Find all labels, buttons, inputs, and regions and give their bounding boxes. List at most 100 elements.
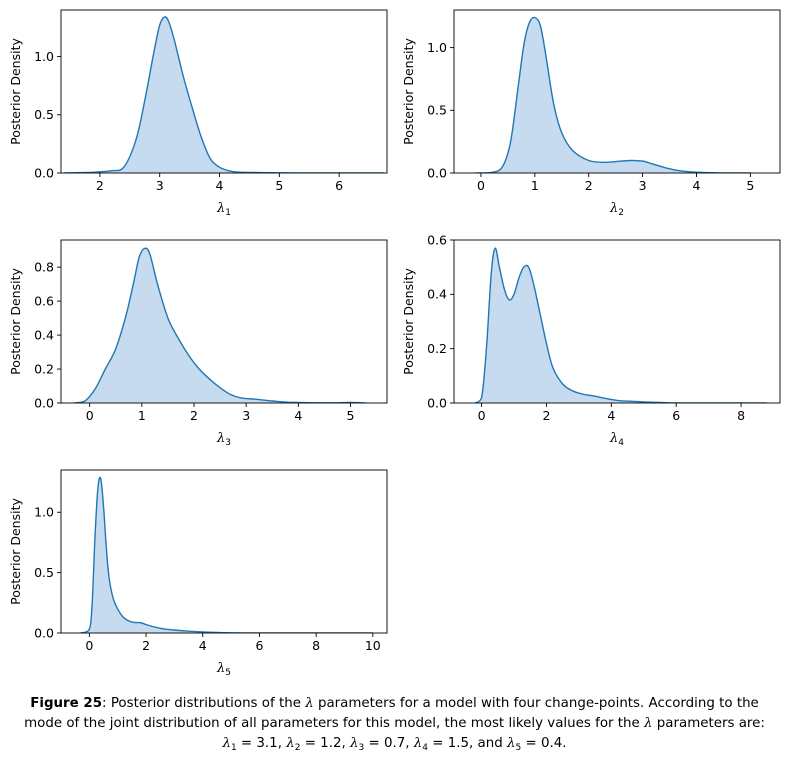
y-tick-label: 0.2 — [34, 361, 54, 376]
y-tick-label: 1.0 — [34, 505, 54, 520]
caption-label: Figure 25 — [30, 696, 103, 711]
density-area — [74, 248, 367, 403]
x-tick-label: 5 — [347, 408, 355, 423]
y-tick-label: 0.4 — [427, 287, 447, 302]
density-area — [80, 477, 373, 633]
density-area — [475, 17, 751, 173]
x-tick-label: 0 — [86, 408, 94, 423]
y-axis-label: Posterior Density — [401, 268, 416, 375]
x-tick-label: 5 — [746, 178, 754, 193]
y-tick-label: 1.0 — [34, 49, 54, 64]
caption-lambda-2: λ — [644, 716, 653, 731]
x-tick-label: 2 — [542, 408, 550, 423]
caption-lambda-v2: λ — [286, 736, 295, 751]
x-tick-label: 6 — [672, 408, 680, 423]
caption-val-1: = 3.1, — [236, 736, 287, 751]
axes-frame — [60, 239, 388, 404]
y-tick-label: 0.8 — [34, 259, 54, 274]
density-line — [80, 476, 373, 633]
y-tick-label: 0.6 — [34, 293, 54, 308]
y-tick-label: 0.0 — [427, 165, 447, 180]
x-tick-label: 3 — [242, 408, 250, 423]
y-tick-label: 0.5 — [427, 103, 447, 118]
x-tick-label: 0 — [478, 408, 486, 423]
y-axis-label: Posterior Density — [8, 268, 23, 375]
x-axis-label-symbol: λ — [216, 201, 225, 216]
caption-lambda-v3: λ — [350, 736, 359, 751]
density-panel-4: 0 2 4 6 8 0.0 0.2 0.4 0.6 Posterior Density λ4 — [401, 232, 781, 448]
caption-sub-5: 5 — [515, 743, 522, 753]
x-tick-label: 3 — [639, 178, 647, 193]
caption-text-2: parameters for a model with four change-… — [24, 696, 759, 731]
x-tick-label: 8 — [737, 408, 745, 423]
x-tick-label: 2 — [585, 178, 593, 193]
x-tick-label: 4 — [294, 408, 302, 423]
x-axis-label: λ5 — [216, 661, 231, 678]
x-tick-label: 2 — [142, 638, 150, 653]
x-tick-label: 5 — [275, 178, 283, 193]
x-tick-label: 0 — [477, 178, 485, 193]
axes-frame — [60, 9, 388, 174]
x-tick-label: 1 — [531, 178, 539, 193]
x-tick-label: 3 — [156, 178, 164, 193]
caption-val-2: = 1.2, — [300, 736, 350, 751]
x-axis-label-subscript: 1 — [225, 208, 231, 218]
figure-caption: Figure 25: Posterior distributions of th… — [20, 694, 769, 754]
x-axis-label: λ2 — [609, 201, 624, 218]
x-tick-label: 2 — [190, 408, 198, 423]
caption-text-3: parameters are: — [652, 716, 765, 731]
x-axis-label-symbol: λ — [609, 431, 618, 446]
y-axis-label: Posterior Density — [401, 38, 416, 145]
y-tick-label: 0.0 — [34, 625, 54, 640]
x-tick-label: 4 — [199, 638, 207, 653]
x-tick-label: 4 — [693, 178, 701, 193]
x-axis-label: λ4 — [609, 431, 624, 448]
y-tick-label: 0.2 — [427, 341, 447, 356]
density-area — [64, 16, 384, 173]
x-tick-label: 0 — [85, 638, 93, 653]
x-axis-label-symbol: λ — [216, 661, 225, 676]
y-tick-label: 0.5 — [34, 107, 54, 122]
x-axis-label-subscript: 2 — [618, 208, 624, 218]
y-tick-label: 0.0 — [34, 395, 54, 410]
caption-val-5: = 0.4. — [521, 736, 567, 751]
x-tick-label: 8 — [312, 638, 320, 653]
density-panel-1: 2 3 4 5 6 0.0 0.5 1.0 Posterior Density λ1 — [8, 9, 388, 218]
density-panel-2: 0 1 2 3 4 5 0.0 0.5 1.0 Posterior Density λ2 — [401, 9, 781, 218]
density-area — [475, 248, 767, 403]
y-tick-label: 0.6 — [427, 232, 447, 247]
caption-val-4: = 1.5, and — [428, 736, 508, 751]
caption-sub-4: 4 — [422, 743, 429, 753]
caption-lambda-v1: λ — [222, 736, 231, 751]
caption-lambda-1: λ — [305, 696, 314, 711]
y-tick-label: 0.0 — [427, 395, 447, 410]
x-axis-label-symbol: λ — [216, 431, 225, 446]
density-line — [63, 16, 384, 173]
density-line — [73, 247, 367, 403]
x-tick-label: 4 — [607, 408, 615, 423]
x-axis-label-subscript: 5 — [225, 668, 231, 678]
x-tick-label: 4 — [216, 178, 224, 193]
x-tick-label: 10 — [365, 638, 381, 653]
y-tick-label: 0.4 — [34, 327, 54, 342]
caption-sub-3: 3 — [358, 743, 365, 753]
caption-lambda-v4: λ — [413, 736, 423, 751]
x-axis-label: λ3 — [216, 431, 231, 448]
x-tick-label: 1 — [138, 408, 146, 423]
x-tick-label: 2 — [96, 178, 104, 193]
y-axis-label: Posterior Density — [8, 38, 23, 145]
y-tick-label: 1.0 — [427, 40, 447, 55]
axes-frame — [453, 239, 781, 404]
x-axis-label-subscript: 3 — [225, 438, 231, 448]
axes-frame — [60, 469, 388, 634]
y-tick-label: 0.0 — [34, 165, 54, 180]
caption-sub-1: 1 — [230, 743, 237, 753]
caption-lambda-v5: λ — [507, 736, 516, 751]
density-line — [474, 247, 767, 403]
x-tick-label: 6 — [335, 178, 343, 193]
y-axis-label: Posterior Density — [8, 498, 23, 605]
caption-val-3: = 0.7, — [364, 736, 414, 751]
y-tick-label: 0.5 — [34, 565, 54, 580]
